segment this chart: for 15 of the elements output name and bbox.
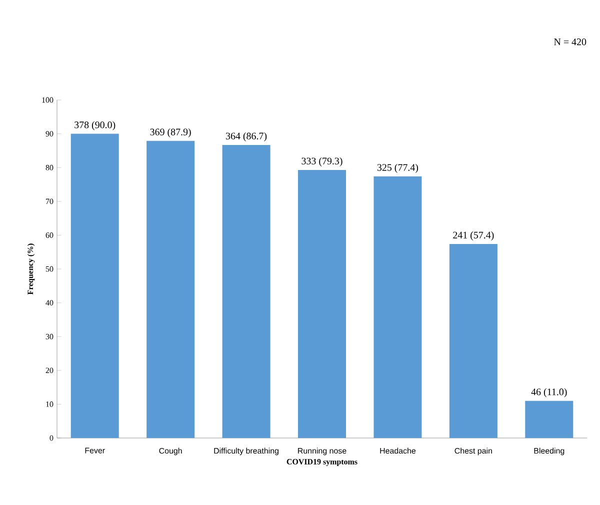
bar (374, 176, 422, 438)
bar (449, 244, 498, 438)
data-label: 241 (57.4) (453, 231, 494, 240)
bar (70, 134, 119, 438)
data-label: 378 (90.0) (74, 121, 116, 130)
text: N = 420 (554, 38, 586, 46)
bar (298, 170, 346, 438)
data-label: 333 (79.3) (302, 157, 342, 166)
data-label: 364 (86.7) (226, 132, 267, 142)
bar (525, 400, 574, 438)
bar (222, 144, 270, 438)
data-label: 369 (87.9) (150, 128, 191, 138)
data-label: 325 (77.4) (377, 164, 418, 173)
bar (146, 140, 195, 438)
data-label: 46 (11.0) (531, 388, 567, 398)
